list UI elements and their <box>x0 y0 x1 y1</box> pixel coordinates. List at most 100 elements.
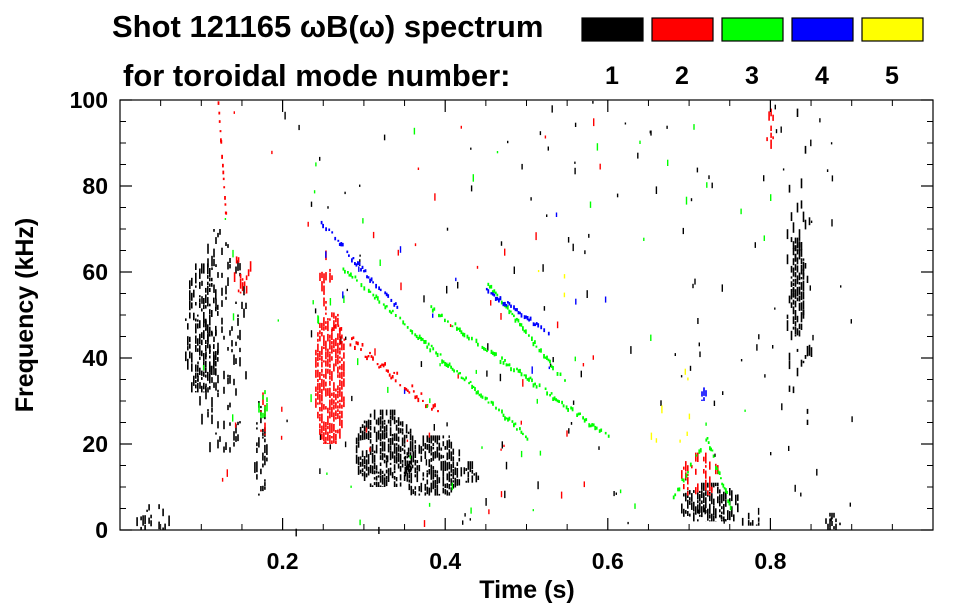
spectrum-mark <box>338 327 341 332</box>
spectrum-mark <box>414 395 417 400</box>
spectrum-mark <box>695 454 698 457</box>
legend-swatch-mode-5 <box>861 17 924 42</box>
spectrum-mark <box>341 357 343 362</box>
spectrum-mark <box>500 313 502 320</box>
spectrum-mark <box>802 309 805 319</box>
spectrum-mark <box>339 403 341 409</box>
spectrum-mark <box>630 346 632 354</box>
spectrum-mark <box>215 264 217 267</box>
spectrum-mark <box>367 355 370 358</box>
spectrum-mark <box>423 520 426 527</box>
spectrum-mark <box>359 426 362 434</box>
spectrum-mark <box>410 455 413 465</box>
spectrum-mark <box>331 345 333 354</box>
spectrum-mark <box>331 275 333 280</box>
spectrum-mark <box>317 338 319 342</box>
spectrum-mark <box>495 406 497 410</box>
spectrum-mark <box>438 477 441 484</box>
spectrum-mark <box>199 382 201 389</box>
spectrum-mark <box>513 266 515 274</box>
spectrum-mark <box>544 356 547 359</box>
spectrum-mark <box>201 263 203 274</box>
spectrum-mark <box>321 394 323 402</box>
spectrum-mark <box>355 341 358 345</box>
spectrum-mark <box>528 318 530 322</box>
spectrum-mark <box>539 450 542 456</box>
spectrum-mark <box>202 365 205 371</box>
spectrum-mark <box>341 410 343 419</box>
spectrum-mark <box>211 407 213 413</box>
spectrum-mark <box>323 326 325 331</box>
spectrum-mark <box>574 356 576 362</box>
spectrum-mark <box>698 509 700 515</box>
spectrum-mark <box>221 287 223 296</box>
spectrum-mark <box>227 347 229 351</box>
spectrum-mark <box>189 336 191 343</box>
spectrum-mark <box>723 504 725 515</box>
x-tick-label: 0.6 <box>592 548 624 574</box>
spectrum-mark <box>323 285 325 295</box>
spectrum-mark <box>599 163 601 170</box>
spectrum-mark <box>469 518 471 521</box>
spectrum-mark <box>391 434 394 437</box>
spectrum-mark <box>452 469 455 472</box>
spectrum-mark <box>136 517 138 527</box>
spectrum-mark <box>390 376 393 380</box>
spectrum-mark <box>385 424 388 432</box>
spectrum-mark <box>321 355 323 362</box>
spectrum-mark <box>377 471 380 474</box>
spectrum-mark <box>788 352 791 361</box>
spectrum-mark <box>343 343 345 351</box>
spectrum-mark <box>406 439 409 442</box>
spectrum-mark <box>357 261 359 266</box>
spectrum-mark <box>772 114 774 121</box>
spectrum-mark <box>448 362 451 367</box>
spectrum-mark <box>243 281 246 287</box>
spectrum-mark <box>369 439 372 444</box>
spectrum-mark <box>395 420 398 423</box>
spectrum-mark <box>448 492 451 496</box>
spectrum-mark <box>703 397 705 401</box>
spectrum-mark <box>689 490 691 495</box>
spectrum-mark <box>432 447 435 450</box>
spectrum-mark <box>369 425 372 431</box>
spectrum-mark <box>223 370 225 380</box>
spectrum-mark <box>385 455 388 460</box>
spectrum-mark <box>713 498 715 506</box>
spectrum-mark <box>572 400 575 405</box>
legend-swatch-mode-4 <box>791 17 854 42</box>
spectrum-mark <box>207 371 209 381</box>
spectrum-mark <box>203 318 205 324</box>
spectrum-mark <box>432 313 434 318</box>
spectrum-mark <box>693 490 695 493</box>
spectrum-mark <box>418 465 421 472</box>
spectrum-mark <box>260 417 262 424</box>
spectrum-mark <box>376 363 379 366</box>
spectrum-mark <box>351 337 353 341</box>
spectrum-mark <box>434 480 437 489</box>
spectrum-mark <box>409 441 412 452</box>
spectrum-mark <box>264 427 266 437</box>
spectrum-mark <box>379 468 382 476</box>
spectrum-mark <box>355 454 358 464</box>
spectrum-mark <box>722 391 724 395</box>
spectrum-mark <box>381 486 384 487</box>
spectrum-mark <box>339 360 341 364</box>
spectrum-mark <box>798 281 801 285</box>
spectrum-mark <box>327 388 329 396</box>
spectrum-mark <box>383 459 386 464</box>
spectrum-mark <box>780 126 782 133</box>
spectrum-mark <box>517 311 520 315</box>
spectrum-mark <box>711 493 713 505</box>
spectrum-mark <box>409 329 412 332</box>
spectrum-mark <box>239 291 242 294</box>
spectrum-mark <box>661 405 663 414</box>
spectrum-mark <box>683 493 685 497</box>
spectrum-mark <box>239 421 241 424</box>
spectrum-mark <box>383 477 386 487</box>
spectrum-mark <box>191 277 193 286</box>
spectrum-mark <box>705 438 708 442</box>
spectrum-mark <box>491 290 494 293</box>
spectrum-mark <box>442 476 445 487</box>
spectrum-mark <box>407 454 410 458</box>
